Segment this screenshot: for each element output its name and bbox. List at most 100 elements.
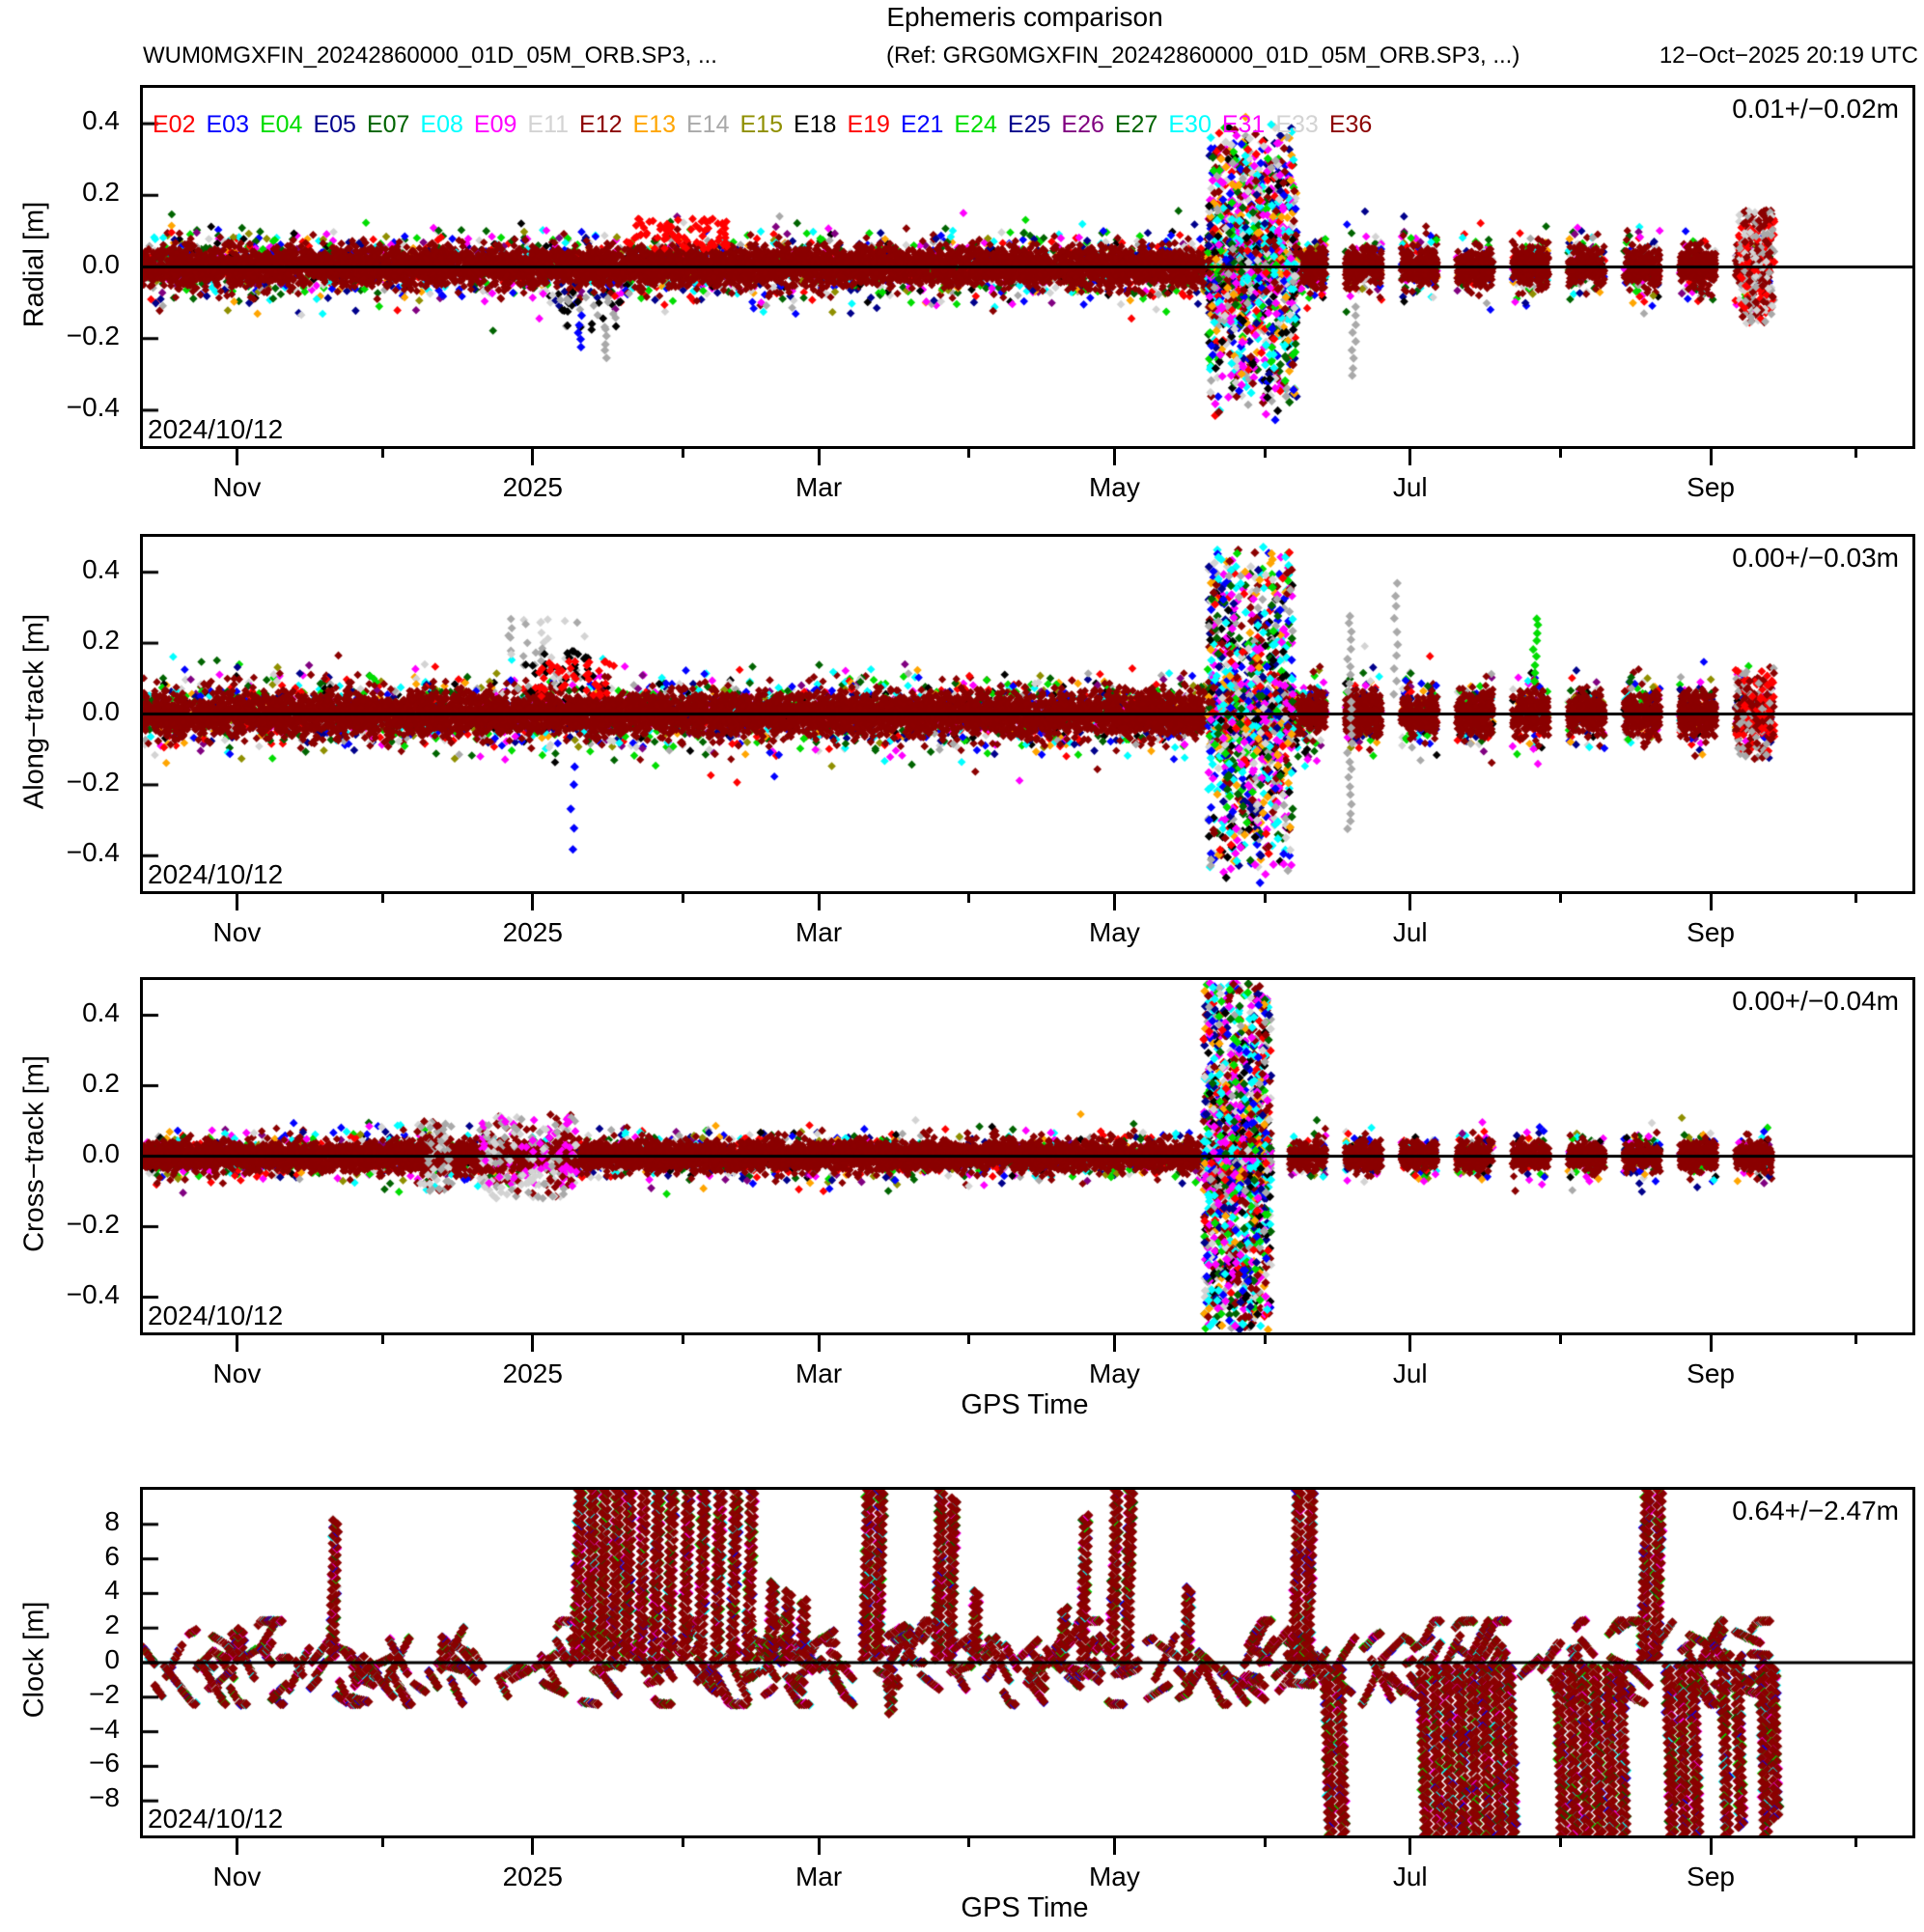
legend-item-E21: E21 <box>900 111 944 138</box>
x-tick-mark <box>817 891 821 910</box>
y-tick-label: 0.4 <box>82 996 120 1027</box>
subtitle-orbit-file: WUM0MGXFIN_20242860000_01D_05M_ORB.SP3, … <box>143 42 717 69</box>
legend-item-E25: E25 <box>1007 111 1051 138</box>
x-tick-mark <box>1854 891 1858 903</box>
stat-annotation: 0.00+/−0.04m <box>1732 986 1899 1016</box>
x-axis-ticks: Nov 2025 Mar May Jul Sep <box>140 1833 1915 1925</box>
x-tick-label: Sep <box>1687 472 1735 502</box>
x-tick-mark <box>380 1835 384 1847</box>
x-tick-label: Mar <box>795 1358 843 1388</box>
x-tick-label: Nov <box>212 1358 262 1388</box>
scatter-canvas-clock <box>143 1490 1912 1835</box>
x-axis-ticks: Nov 2025 Mar May Jul Sep <box>140 443 1915 536</box>
stat-annotation: 0.01+/−0.02m <box>1732 94 1899 124</box>
x-tick-mark <box>1408 1332 1412 1352</box>
x-tick-mark <box>235 446 238 465</box>
plot-area: 0.00+/−0.03m 2024/10/12 <box>140 534 1915 894</box>
y-tick-label: 4 <box>104 1575 120 1606</box>
y-tick-label: −2 <box>89 1678 120 1709</box>
x-tick-mark <box>1558 1835 1562 1847</box>
x-tick-mark <box>681 446 684 458</box>
y-tick-label: −0.4 <box>66 837 120 868</box>
x-tick-label: Nov <box>212 472 262 502</box>
x-tick-mark <box>1854 446 1858 458</box>
x-tick-label: Sep <box>1687 1862 1735 1891</box>
legend-item-E09: E09 <box>473 111 517 138</box>
legend-item-E26: E26 <box>1061 111 1104 138</box>
x-tick-label: May <box>1088 1358 1140 1388</box>
plot-area: 0.00+/−0.04m 2024/10/12 <box>140 977 1915 1335</box>
x-tick-mark <box>531 446 535 465</box>
start-date-annotation: 2024/10/12 <box>148 859 284 889</box>
x-tick-label: Mar <box>795 472 843 502</box>
x-tick-mark <box>1854 1332 1858 1344</box>
scatter-canvas-along-track <box>143 537 1912 891</box>
x-tick-label: Nov <box>212 1862 262 1891</box>
x-tick-label: May <box>1088 1862 1140 1891</box>
y-tick-label: −0.2 <box>66 766 120 797</box>
x-tick-mark <box>1112 891 1116 910</box>
x-tick-mark <box>967 1332 971 1344</box>
plot-along-track: Along−track [m] 0.4 0.2 0.0 −0.2 −0.4 0.00+/… <box>0 534 1924 947</box>
legend-item-E36: E36 <box>1328 111 1373 138</box>
x-axis-ticks: Nov 2025 Mar May Jul Sep <box>140 1330 1915 1422</box>
legend-item-E30: E30 <box>1168 111 1212 138</box>
legend-item-E18: E18 <box>793 111 837 138</box>
legend-item-E14: E14 <box>686 111 730 138</box>
legend-item-E11: E11 <box>527 111 570 138</box>
x-tick-label: Sep <box>1687 1358 1735 1388</box>
x-tick-mark <box>531 1332 535 1352</box>
y-tick-label: 0.2 <box>82 625 120 656</box>
x-tick-label: 2025 <box>502 1862 563 1891</box>
x-tick-mark <box>681 1332 684 1344</box>
y-tick-label: 2 <box>104 1610 120 1640</box>
x-tick-mark <box>1558 891 1562 903</box>
y-tick-label: 0.2 <box>82 1067 120 1098</box>
x-tick-mark <box>1263 1332 1267 1344</box>
plot-radial: Radial [m] 0.4 0.2 0.0 −0.2 −0.4 E02 E03 E04 E0… <box>0 85 1924 502</box>
x-tick-mark <box>967 446 971 458</box>
x-tick-mark <box>967 891 971 903</box>
x-tick-mark <box>1558 446 1562 458</box>
x-tick-mark <box>1112 446 1116 465</box>
figure-title: Ephemeris comparison <box>886 2 1163 32</box>
start-date-annotation: 2024/10/12 <box>148 1804 284 1834</box>
x-tick-mark <box>1408 446 1412 465</box>
y-tick-labels: 8 6 4 2 0 −2 −4 −6 −8 <box>0 1487 131 1833</box>
start-date-annotation: 2024/10/12 <box>148 1301 284 1330</box>
start-date-annotation: 2024/10/12 <box>148 414 284 444</box>
subtitle-timestamp: 12−Oct−2025 20:19 UTC <box>1659 42 1918 69</box>
x-tick-mark <box>235 891 238 910</box>
x-tick-mark <box>1112 1835 1116 1855</box>
x-tick-mark <box>1709 446 1713 465</box>
y-tick-labels: 0.4 0.2 0.0 −0.2 −0.4 <box>0 534 131 888</box>
x-tick-mark <box>1263 891 1267 903</box>
y-tick-label: −4 <box>89 1713 120 1744</box>
legend-item-E02: E02 <box>153 111 196 138</box>
y-tick-label: 6 <box>104 1540 120 1571</box>
x-tick-label: May <box>1088 472 1140 502</box>
x-tick-mark <box>235 1835 238 1855</box>
legend-item-E12: E12 <box>579 111 623 138</box>
x-tick-mark <box>380 1332 384 1344</box>
x-tick-mark <box>1558 1332 1562 1344</box>
y-tick-label: 0.0 <box>82 1137 120 1168</box>
legend-item-E13: E13 <box>632 111 676 138</box>
x-tick-mark <box>967 1835 971 1847</box>
x-tick-mark <box>1709 891 1713 910</box>
stat-annotation: 0.64+/−2.47m <box>1732 1496 1899 1526</box>
plot-cross-track: Cross−track [m] 0.4 0.2 0.0 −0.2 −0.4 0.00+/… <box>0 977 1924 1420</box>
x-tick-mark <box>1112 1332 1116 1352</box>
x-tick-label: Mar <box>795 1862 843 1891</box>
x-tick-label: 2025 <box>502 1358 563 1388</box>
y-tick-label: −0.2 <box>66 320 120 350</box>
x-tick-mark <box>235 1332 238 1352</box>
y-tick-label: −6 <box>89 1748 120 1778</box>
x-tick-mark <box>1709 1835 1713 1855</box>
y-tick-label: −0.4 <box>66 1278 120 1309</box>
legend-item-E31: E31 <box>1221 111 1266 138</box>
x-tick-mark <box>380 891 384 903</box>
x-tick-mark <box>681 891 684 903</box>
legend-item-E19: E19 <box>847 111 890 138</box>
